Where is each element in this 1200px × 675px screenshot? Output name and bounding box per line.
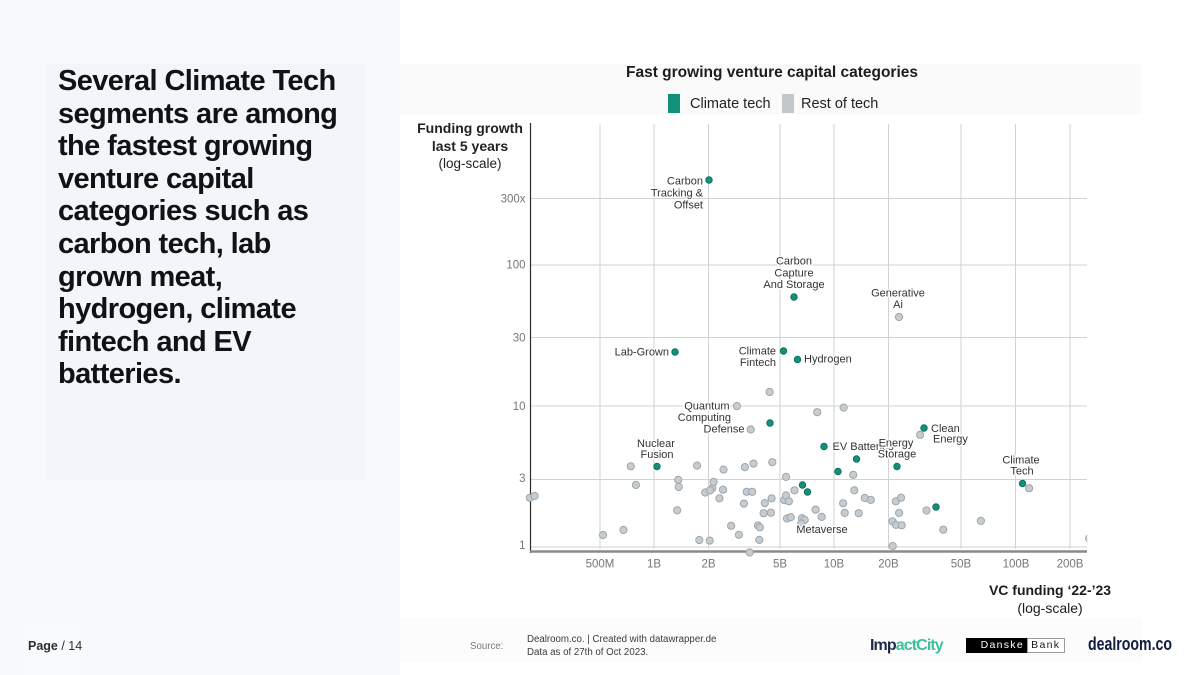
- svg-text:Computing: Computing: [678, 412, 731, 424]
- svg-text:Generative: Generative: [871, 288, 925, 300]
- svg-text:1B: 1B: [647, 559, 661, 571]
- svg-text:100: 100: [506, 260, 525, 272]
- svg-text:300x: 300x: [501, 194, 526, 206]
- svg-text:Metaverse: Metaverse: [796, 524, 847, 536]
- svg-text:500M: 500M: [586, 559, 615, 571]
- svg-text:1: 1: [519, 540, 525, 552]
- svg-text:30: 30: [513, 333, 526, 345]
- svg-text:Offset: Offset: [674, 200, 703, 212]
- svg-text:EV Batteries: EV Batteries: [833, 441, 895, 453]
- svg-text:3: 3: [519, 473, 525, 485]
- svg-text:Carbon: Carbon: [776, 256, 812, 268]
- svg-text:Climate: Climate: [1002, 455, 1039, 467]
- svg-text:Fintech: Fintech: [740, 357, 776, 369]
- svg-text:Defense: Defense: [704, 424, 745, 436]
- svg-text:Quantum: Quantum: [684, 401, 729, 413]
- svg-text:Storage: Storage: [878, 449, 917, 461]
- svg-text:20B: 20B: [878, 559, 899, 571]
- svg-text:10: 10: [513, 401, 526, 413]
- svg-text:Nuclear: Nuclear: [637, 438, 675, 450]
- svg-text:100B: 100B: [1003, 559, 1030, 571]
- svg-text:Lab-Grown: Lab-Grown: [615, 347, 669, 359]
- svg-text:Tracking &: Tracking &: [651, 188, 704, 200]
- svg-text:50B: 50B: [951, 559, 972, 571]
- svg-text:10B: 10B: [824, 559, 845, 571]
- svg-text:Energy: Energy: [879, 438, 914, 450]
- svg-text:Hydrogen: Hydrogen: [804, 354, 852, 366]
- svg-text:dealroom.co: dealroom.co: [1088, 633, 1172, 654]
- svg-text:And Storage: And Storage: [763, 279, 824, 291]
- svg-text:Tech: Tech: [1010, 466, 1033, 478]
- svg-text:Capture: Capture: [774, 268, 813, 280]
- svg-text:2B: 2B: [701, 559, 715, 571]
- svg-text:200B: 200B: [1057, 559, 1084, 571]
- svg-text:Energy: Energy: [933, 434, 968, 446]
- svg-text:Climate: Climate: [739, 346, 776, 358]
- svg-text:Ai: Ai: [893, 299, 903, 311]
- svg-text:Carbon: Carbon: [667, 176, 703, 188]
- svg-text:Clean: Clean: [931, 423, 960, 435]
- svg-text:Fusion: Fusion: [640, 449, 673, 461]
- svg-text:5B: 5B: [773, 559, 787, 571]
